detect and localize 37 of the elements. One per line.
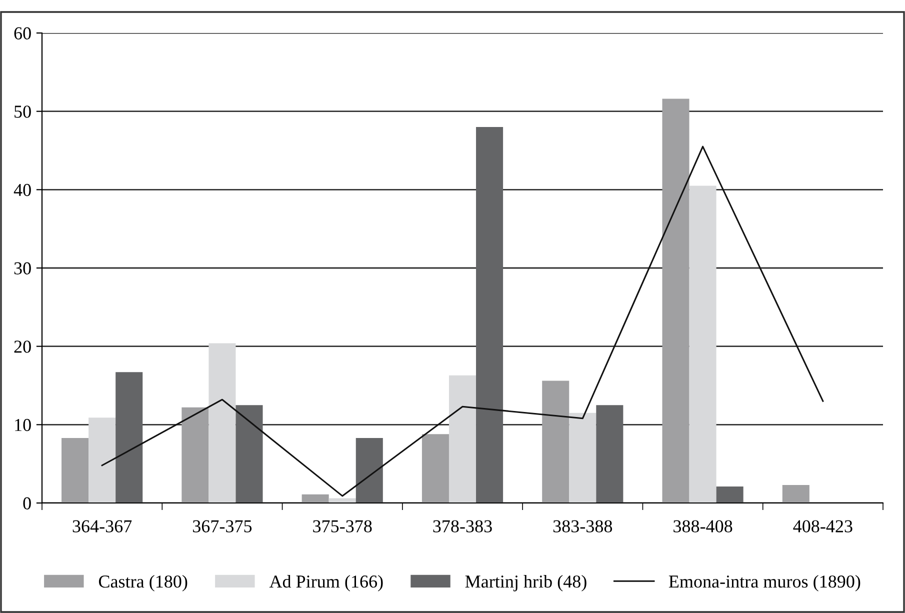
bar [689, 186, 716, 503]
bar [422, 434, 449, 503]
y-tick-label: 20 [14, 340, 31, 353]
bar [596, 405, 624, 503]
bar [182, 407, 209, 503]
bar [356, 438, 383, 503]
legend-label: Emona-intra muros (1890) [668, 574, 860, 592]
bar [236, 405, 263, 503]
legend-label: Castra (180) [98, 574, 188, 592]
x-tick-label: 367-375 [192, 520, 252, 532]
bar [208, 343, 236, 503]
bar [116, 372, 143, 503]
bar [569, 412, 596, 503]
bar [62, 438, 89, 503]
bar [542, 380, 570, 503]
bar [662, 98, 690, 503]
bar [782, 484, 810, 503]
bar [476, 127, 504, 503]
y-tick-label: 50 [14, 106, 31, 118]
x-tick-label: 375-378 [313, 520, 372, 532]
y-tick-label: 40 [14, 184, 31, 196]
y-tick-label: 60 [14, 27, 31, 40]
x-tick-label: 378-383 [433, 520, 492, 532]
x-tick-label: 364-367 [72, 520, 132, 532]
y-tick-label: 30 [14, 262, 31, 274]
y-tick-label: 0 [23, 497, 31, 510]
legend-label: Martinj hrib (48) [465, 574, 586, 592]
bar [88, 418, 116, 503]
x-tick-label: 383-388 [553, 520, 612, 532]
bar [302, 494, 329, 503]
legend-label: Ad Pirum (166) [269, 574, 383, 592]
x-tick-label: 408-423 [793, 520, 852, 532]
bar [716, 486, 744, 503]
line-series [101, 146, 824, 497]
y-tick-label: 10 [15, 418, 31, 432]
bar [448, 375, 476, 503]
x-tick-label: 388-408 [674, 520, 732, 532]
